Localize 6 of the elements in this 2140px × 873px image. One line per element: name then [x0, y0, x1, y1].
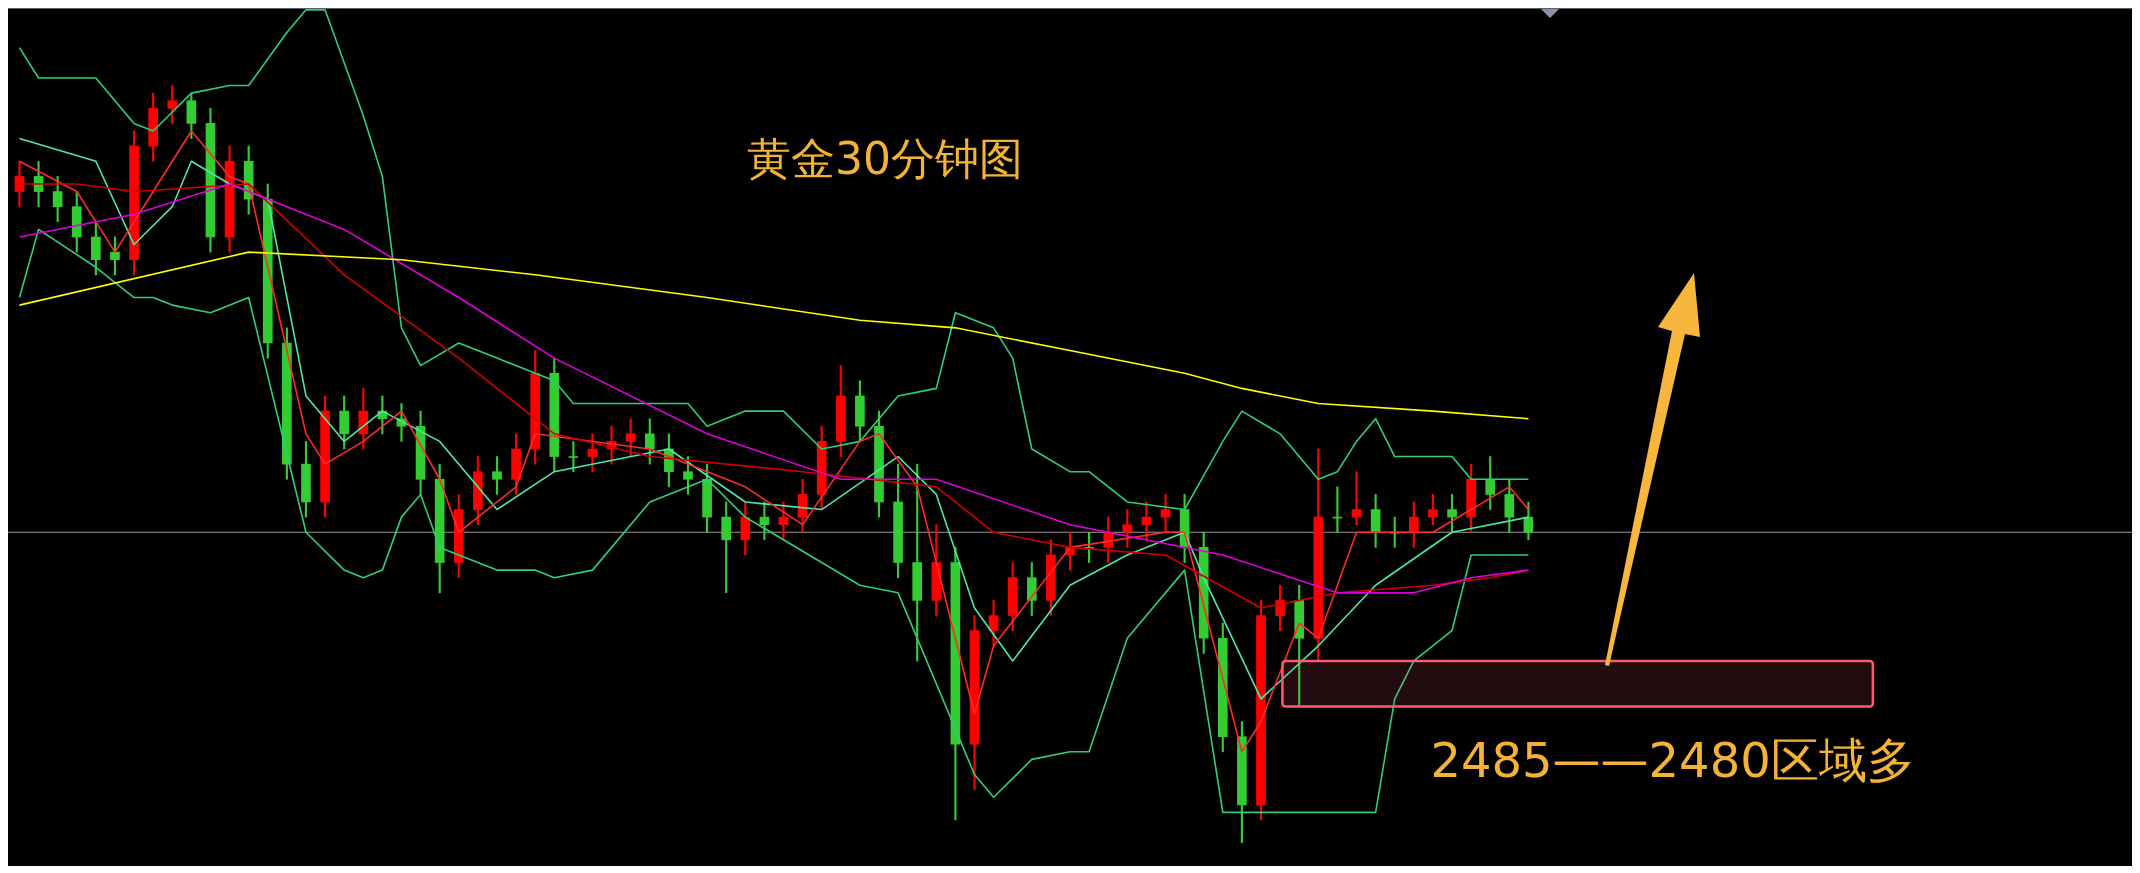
candlestick — [778, 501, 789, 541]
band-label: 2485——2480区域多 — [1430, 731, 1915, 788]
candlestick — [1351, 471, 1362, 526]
text: 黄金30分钟图 — [747, 133, 1023, 185]
candlestick — [587, 433, 598, 473]
candlestick — [1160, 494, 1171, 533]
